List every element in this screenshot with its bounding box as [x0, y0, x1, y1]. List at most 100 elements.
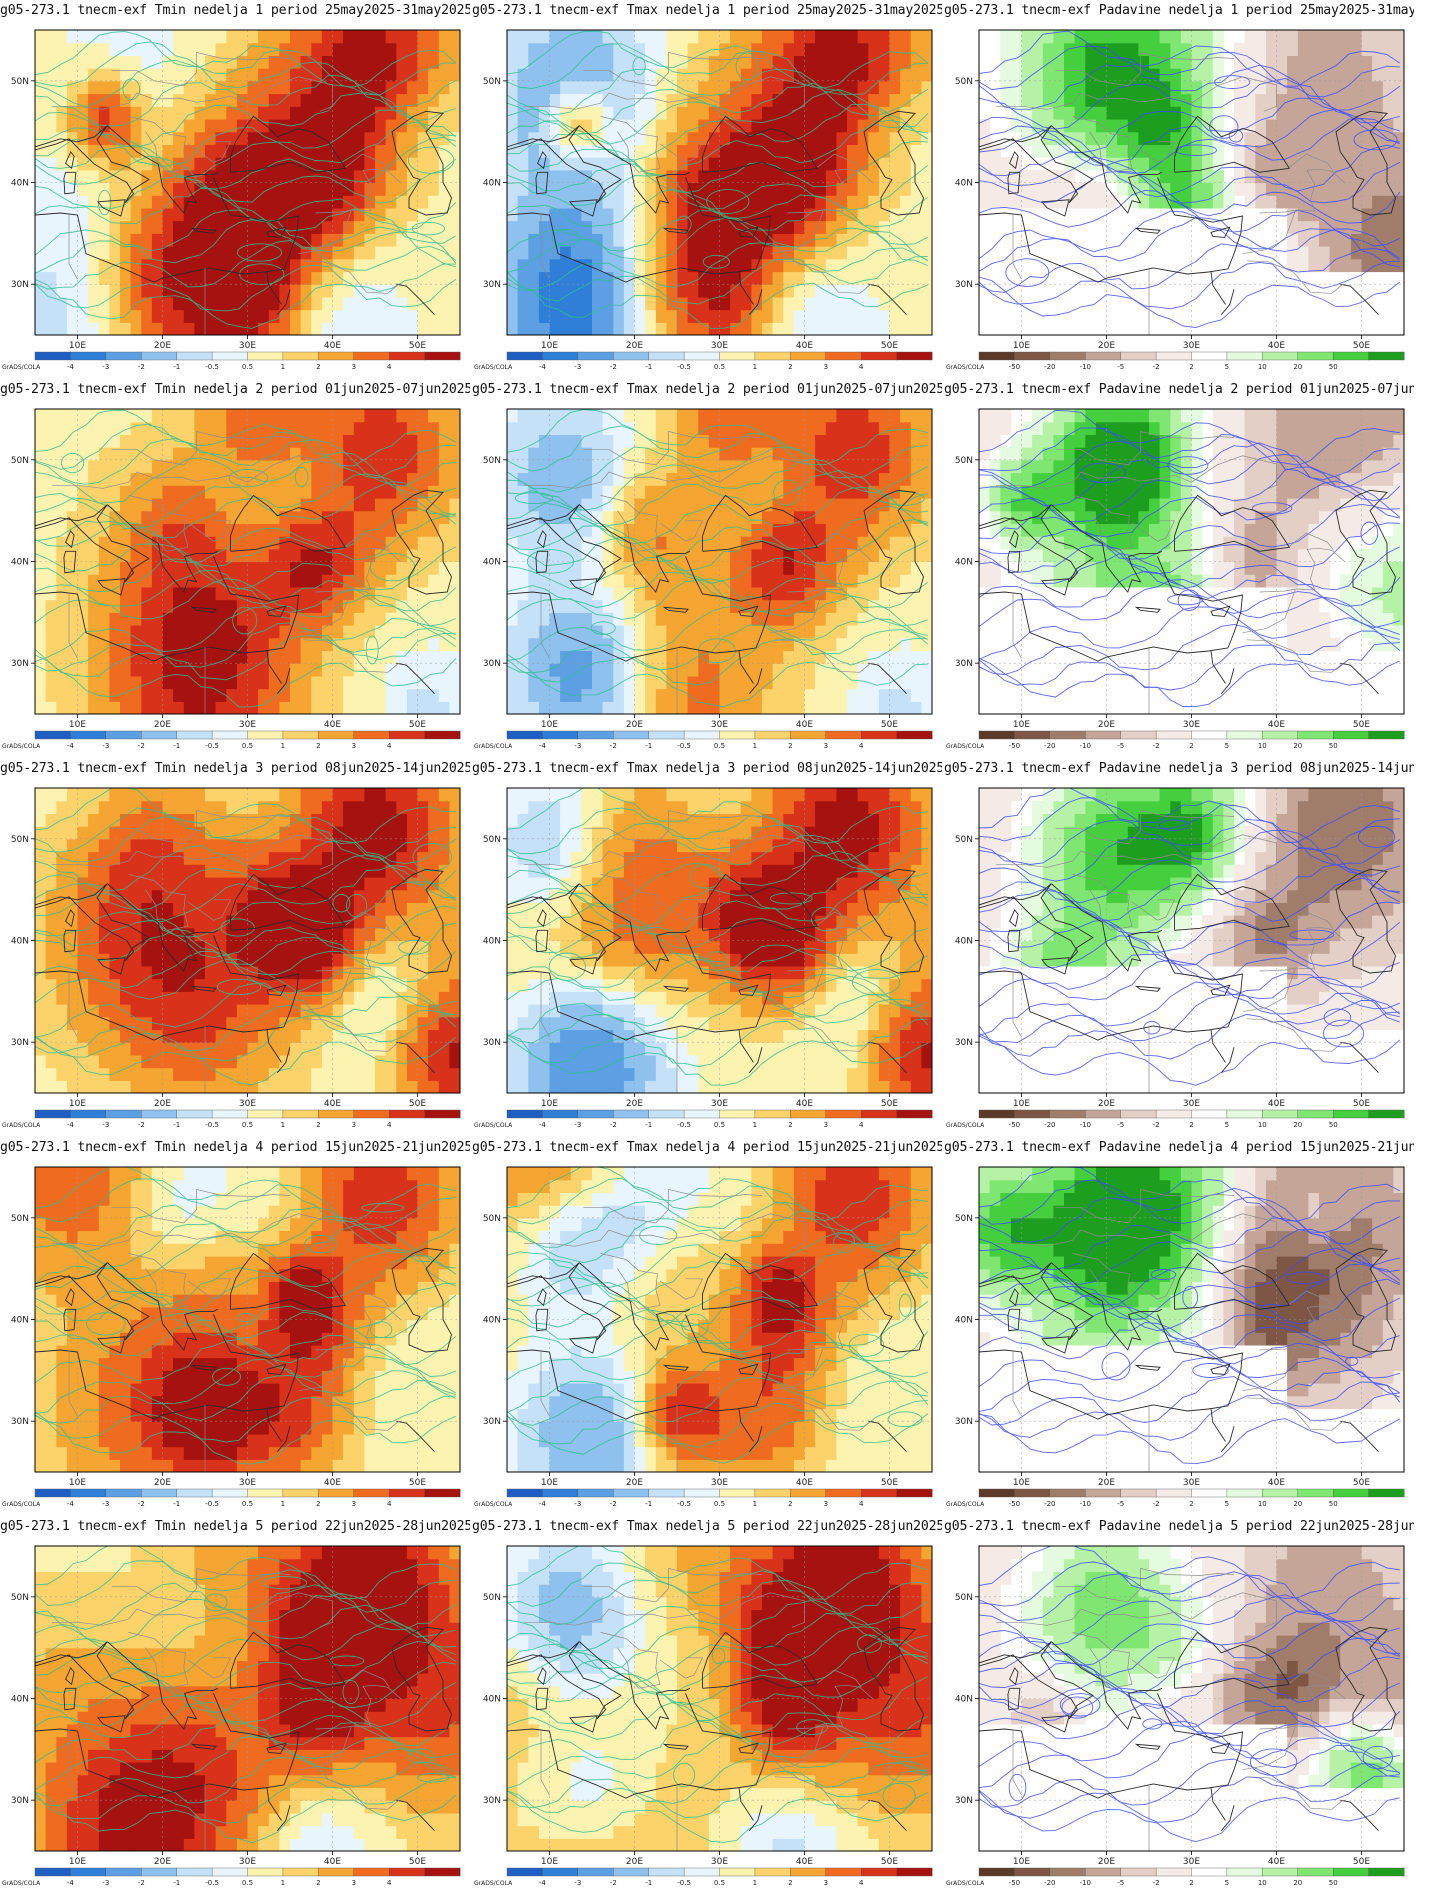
lat-tick-label: 50N	[483, 77, 501, 87]
gridlines	[507, 30, 932, 335]
lon-tick-label: 30E	[239, 720, 256, 730]
colorbar-swatch	[1333, 1867, 1370, 1877]
colorbar-label: 50	[1329, 1121, 1338, 1129]
colorbar-swatch	[70, 730, 107, 740]
panel-title: g05-273.1 tnecm-exf Tmax nedelja 3 perio…	[472, 761, 942, 776]
grads-credit: GrADS/COLA	[2, 743, 41, 750]
lat-tick-label: 40N	[483, 558, 501, 568]
coastlines	[979, 868, 1396, 1074]
grads-credit: GrADS/COLA	[2, 1880, 41, 1887]
colorbar-label: 50	[1329, 363, 1338, 371]
lat-tick-label: 30N	[11, 280, 29, 290]
colorbar-swatch	[1297, 351, 1334, 361]
grads-credit: GrADS/COLA	[946, 743, 985, 750]
country-borders	[52, 1567, 401, 1851]
colorbar-swatch	[105, 1109, 142, 1119]
colorbar-swatch	[613, 1109, 650, 1119]
colorbar-label: -0.5	[205, 1121, 219, 1129]
colorbar-swatch	[1368, 1867, 1405, 1877]
colorbar-swatch	[34, 1867, 71, 1877]
colorbar-label: -1	[173, 1121, 180, 1129]
colorbar-swatch	[1085, 1488, 1122, 1498]
colorbar-swatch	[318, 351, 355, 361]
lon-tick-label: 10E	[69, 1099, 86, 1109]
colorbar-swatch	[754, 1109, 791, 1119]
colorbar-swatch	[141, 1488, 178, 1498]
colorbar-swatch	[1333, 1109, 1370, 1119]
colorbar: -50 -20 -10 -5 -2 2 5 10 20 50	[978, 1488, 1405, 1508]
colorbar-label: -10	[1080, 363, 1091, 371]
panel-title: g05-273.1 tnecm-exf Padavine nedelja 1 p…	[944, 3, 1414, 18]
contour-lines	[507, 1546, 929, 1843]
lon-tick-label: 40E	[1268, 720, 1285, 730]
lon-tick-label: 30E	[711, 1099, 728, 1109]
colorbar-label: -10	[1080, 1500, 1091, 1508]
coastlines	[35, 1247, 452, 1453]
colorbar-label: 1	[753, 363, 757, 371]
colorbar-swatch	[754, 351, 791, 361]
gridlines	[979, 1167, 1404, 1472]
colorbar-label: 0.5	[242, 1500, 253, 1508]
colorbar-label: 0.5	[714, 742, 725, 750]
panel-title: g05-273.1 tnecm-exf Tmax nedelja 4 perio…	[472, 1140, 942, 1155]
colorbar-label: 3	[824, 1121, 828, 1129]
colorbar-swatch	[1226, 730, 1263, 740]
colorbar-label: -50	[1009, 1121, 1020, 1129]
country-borders	[524, 430, 873, 714]
colorbar-label: -20	[1044, 1879, 1055, 1887]
colorbar-swatch	[424, 1867, 461, 1877]
colorbar-swatch	[1262, 1109, 1299, 1119]
colorbar-label: 1	[753, 1121, 757, 1129]
colorbar-swatch	[247, 1109, 284, 1119]
coastlines	[979, 489, 1396, 695]
lon-tick-label: 30E	[1183, 1857, 1200, 1867]
colorbar-swatch	[424, 1109, 461, 1119]
map-panel: g05-273.1 tnecm-exf Tmax nedelja 4 perio…	[472, 1137, 942, 1513]
colorbar-swatch	[1262, 351, 1299, 361]
colorbar-label: -2	[1153, 1500, 1160, 1508]
lat-tick-label: 40N	[483, 937, 501, 947]
lat-tick-label: 40N	[483, 179, 501, 189]
colorbar-swatch	[896, 1109, 933, 1119]
colorbar-label: 50	[1329, 1879, 1338, 1887]
lat-tick-label: 30N	[483, 1417, 501, 1427]
map-panel: g05-273.1 tnecm-exf Padavine nedelja 3 p…	[944, 758, 1414, 1134]
map-panel: g05-273.1 tnecm-exf Padavine nedelja 4 p…	[944, 1137, 1414, 1513]
map-panel: g05-273.1 tnecm-exf Tmax nedelja 2 perio…	[472, 379, 942, 755]
colorbar-swatch	[282, 351, 319, 361]
lon-tick-label: 30E	[239, 341, 256, 351]
colorbar-swatch	[247, 1488, 284, 1498]
lon-tick-label: 50E	[409, 1857, 426, 1867]
colorbar-label: 1	[753, 742, 757, 750]
colorbar-swatch	[1297, 730, 1334, 740]
colorbar-swatch	[613, 351, 650, 361]
colorbar-swatch	[211, 1867, 249, 1877]
lon-tick-label: 40E	[796, 1099, 813, 1109]
colorbar-swatch	[577, 1867, 614, 1877]
map-figure: 10E 20E 30E 40E 50E 50N 40N 30N -50 -20 -10 -5 -2 2 5 1…	[946, 29, 1405, 371]
gridlines	[507, 409, 932, 714]
colorbar-label: -1	[173, 1500, 180, 1508]
colorbar-swatch	[424, 1488, 461, 1498]
colorbar-swatch	[1155, 730, 1193, 740]
colorbar-swatch	[825, 1867, 862, 1877]
colorbar-label: -5	[1117, 1879, 1124, 1887]
grads-credit: GrADS/COLA	[946, 1501, 985, 1508]
colorbar-label: 2	[1189, 742, 1193, 750]
colorbar-label: -0.5	[205, 363, 219, 371]
map-figure: 10E 20E 30E 40E 50E 50N 40N 30N -4 -3 -2 -1 -0.5 0.5 1…	[2, 29, 461, 371]
colorbar-swatch	[353, 1109, 390, 1119]
lon-tick-label: 50E	[881, 1478, 898, 1488]
lon-tick-label: 30E	[239, 1478, 256, 1488]
colorbar-swatch	[1333, 730, 1370, 740]
coastlines	[507, 1626, 924, 1832]
contour-lines	[507, 788, 929, 1086]
colorbar-label: 2	[788, 363, 792, 371]
lat-tick-label: 50N	[955, 1593, 973, 1603]
panel-title: g05-273.1 tnecm-exf Tmin nedelja 4 perio…	[0, 1140, 470, 1155]
colorbar-swatch	[211, 1109, 249, 1119]
lon-tick-label: 50E	[1353, 1099, 1370, 1109]
gridlines	[35, 788, 460, 1093]
colorbar: -4 -3 -2 -1 -0.5 0.5 1 2 3 4	[34, 1488, 461, 1508]
colorbar-swatch	[1120, 351, 1157, 361]
